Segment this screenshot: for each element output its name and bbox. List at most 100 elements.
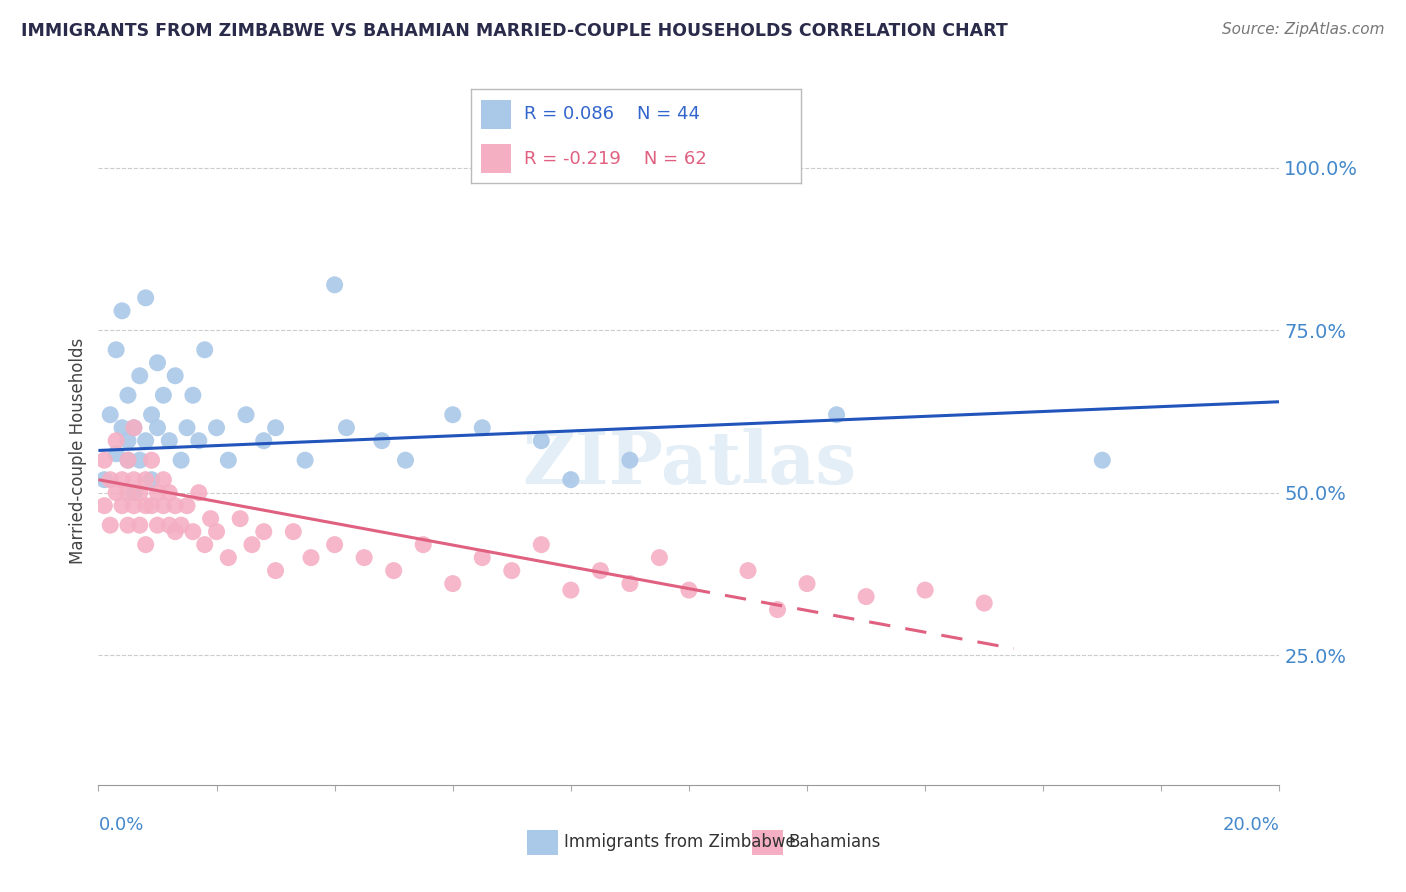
Text: Bahamians: Bahamians — [789, 833, 882, 851]
Text: ZIPatlas: ZIPatlas — [522, 428, 856, 500]
Point — [283, 524, 305, 539]
Point — [560, 473, 582, 487]
Point — [194, 538, 217, 552]
Point — [323, 277, 346, 292]
Text: R = 0.086    N = 44: R = 0.086 N = 44 — [524, 105, 700, 123]
Point — [165, 499, 187, 513]
Point — [973, 596, 995, 610]
Point — [412, 538, 434, 552]
Point — [157, 485, 180, 500]
Point — [146, 356, 169, 370]
Point — [93, 453, 115, 467]
Point — [98, 408, 121, 422]
Point — [855, 590, 877, 604]
Point — [117, 485, 139, 500]
Point — [117, 434, 139, 448]
Point — [122, 485, 145, 500]
Point — [560, 583, 582, 598]
Point — [141, 453, 163, 467]
Point — [128, 368, 150, 383]
Point — [165, 368, 187, 383]
Point — [135, 499, 157, 513]
Point — [111, 473, 134, 487]
Point — [353, 550, 375, 565]
Point — [394, 453, 416, 467]
Point — [240, 538, 263, 552]
Point — [135, 473, 157, 487]
Point — [122, 499, 145, 513]
Point — [501, 564, 523, 578]
Point — [111, 421, 134, 435]
Point — [128, 518, 150, 533]
Point — [128, 485, 150, 500]
Point — [176, 499, 198, 513]
Point — [157, 434, 180, 448]
Point — [253, 434, 276, 448]
Point — [122, 473, 145, 487]
Point — [235, 408, 257, 422]
Point — [181, 524, 204, 539]
Point — [914, 583, 936, 598]
Point — [93, 499, 115, 513]
Point — [152, 473, 174, 487]
Point — [117, 388, 139, 402]
Point — [135, 538, 157, 552]
Point — [105, 485, 128, 500]
Text: 20.0%: 20.0% — [1223, 816, 1279, 834]
Point — [105, 434, 128, 448]
Point — [135, 434, 157, 448]
Point — [141, 499, 163, 513]
Point — [253, 524, 276, 539]
Point — [264, 564, 287, 578]
Point — [229, 511, 252, 525]
Point — [205, 524, 228, 539]
Point — [187, 485, 209, 500]
Point — [181, 388, 204, 402]
Text: IMMIGRANTS FROM ZIMBABWE VS BAHAMIAN MARRIED-COUPLE HOUSEHOLDS CORRELATION CHART: IMMIGRANTS FROM ZIMBABWE VS BAHAMIAN MAR… — [21, 22, 1008, 40]
Point — [371, 434, 394, 448]
Point — [471, 550, 494, 565]
Point — [122, 421, 145, 435]
Point — [98, 473, 121, 487]
Point — [194, 343, 217, 357]
Text: 0.0%: 0.0% — [98, 816, 143, 834]
Point — [141, 408, 163, 422]
Text: R = -0.219    N = 62: R = -0.219 N = 62 — [524, 150, 707, 168]
FancyBboxPatch shape — [481, 144, 510, 173]
Point — [200, 511, 222, 525]
Point — [141, 473, 163, 487]
Point — [471, 421, 494, 435]
Point — [530, 434, 553, 448]
Point — [117, 453, 139, 467]
Y-axis label: Married-couple Households: Married-couple Households — [69, 337, 87, 564]
Text: Source: ZipAtlas.com: Source: ZipAtlas.com — [1222, 22, 1385, 37]
Text: Immigrants from Zimbabwe: Immigrants from Zimbabwe — [564, 833, 796, 851]
Point — [648, 550, 671, 565]
Point — [294, 453, 316, 467]
Point — [187, 434, 209, 448]
Point — [111, 303, 134, 318]
Point — [382, 564, 405, 578]
Point — [441, 576, 464, 591]
Point — [146, 421, 169, 435]
Point — [98, 518, 121, 533]
Point — [146, 518, 169, 533]
Point — [441, 408, 464, 422]
Point — [299, 550, 322, 565]
Point — [111, 499, 134, 513]
Point — [117, 453, 139, 467]
Point — [589, 564, 612, 578]
Point — [825, 408, 848, 422]
Point — [530, 538, 553, 552]
Point — [323, 538, 346, 552]
Point — [796, 576, 818, 591]
Point — [176, 421, 198, 435]
FancyBboxPatch shape — [481, 100, 510, 129]
Point — [217, 453, 239, 467]
Point — [157, 518, 180, 533]
Point — [170, 518, 193, 533]
Point — [1091, 453, 1114, 467]
Point — [105, 447, 128, 461]
Point — [737, 564, 759, 578]
Point — [335, 421, 357, 435]
